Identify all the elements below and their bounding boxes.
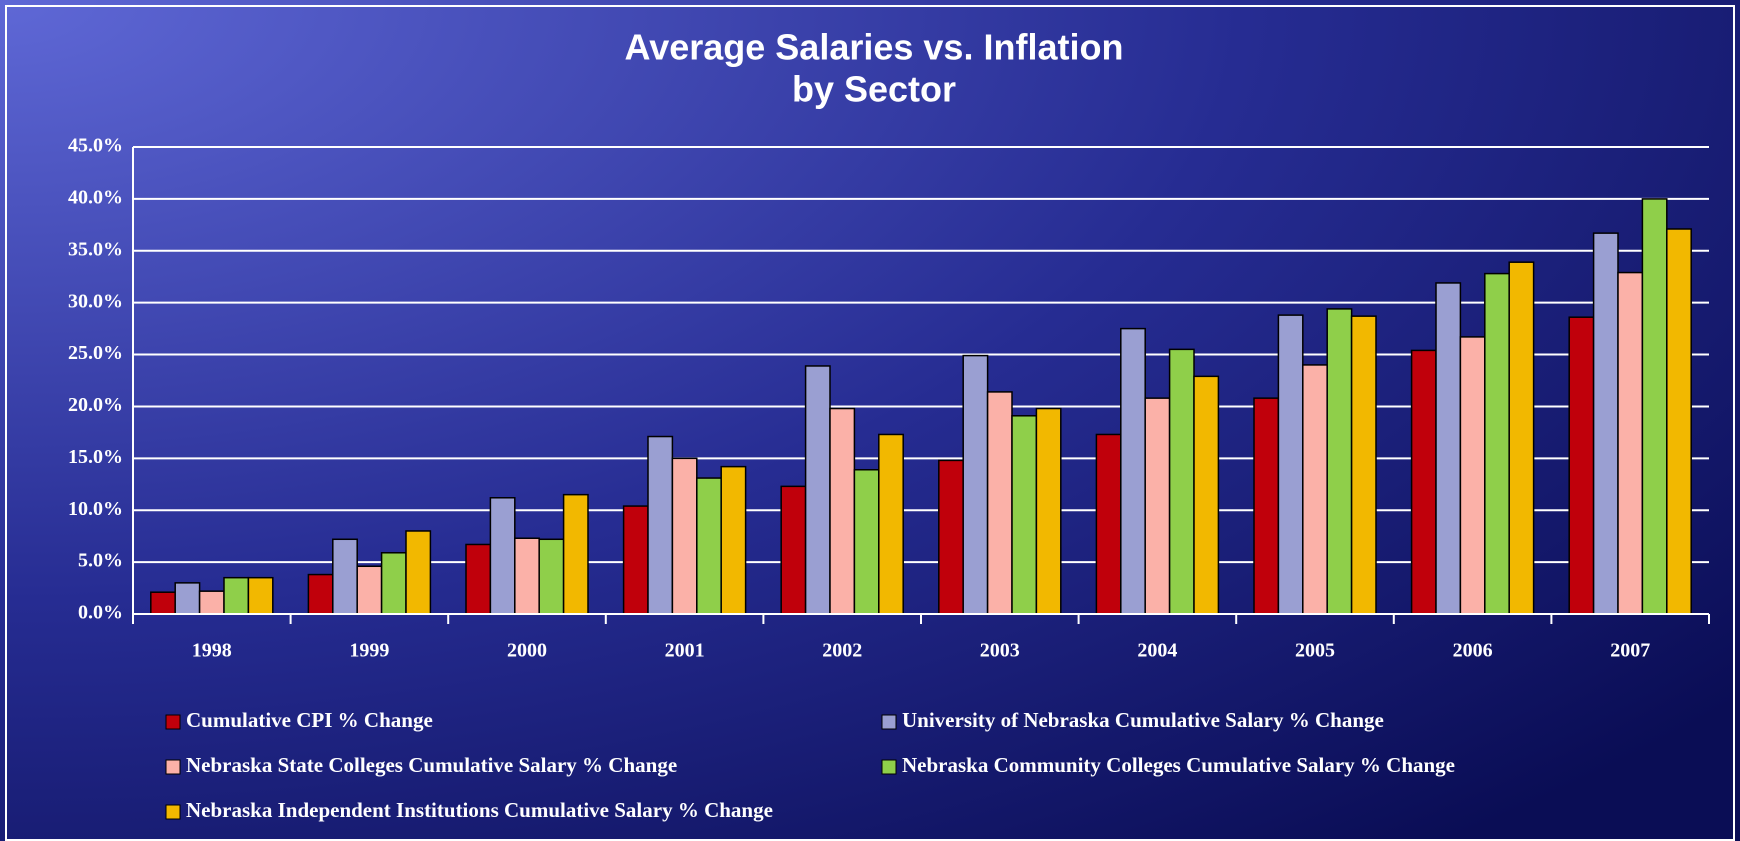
- bar: [938, 459, 964, 615]
- y-tick-label: 5.0%: [78, 550, 123, 572]
- bar: [962, 354, 989, 615]
- bar: [780, 485, 807, 615]
- bar: [1592, 232, 1619, 615]
- bar: [1568, 316, 1595, 615]
- bar: [1193, 375, 1220, 615]
- y-tick-label: 40.0%: [68, 186, 123, 208]
- bar: [538, 538, 565, 615]
- bar: [1508, 261, 1535, 615]
- legend-swatch: [165, 804, 181, 820]
- bar: [1144, 397, 1171, 615]
- bar: [405, 530, 432, 615]
- y-tick-label: 45.0%: [68, 135, 123, 157]
- legend-swatch: [165, 714, 181, 730]
- bar: [150, 591, 176, 615]
- x-tick-label: 2000: [507, 640, 547, 662]
- bar: [1641, 198, 1668, 615]
- bar: [1666, 228, 1692, 615]
- bar: [1120, 327, 1146, 615]
- bar: [198, 590, 225, 615]
- y-tick-label: 20.0%: [68, 394, 123, 416]
- legend-label: Cumulative CPI % Change: [186, 708, 433, 732]
- chart-subtitle: by Sector: [792, 69, 956, 110]
- x-tick-label: 2006: [1453, 640, 1493, 662]
- x-tick-label: 2005: [1295, 640, 1335, 662]
- bar: [647, 435, 674, 615]
- x-tick-label: 2007: [1610, 640, 1650, 662]
- bar: [804, 365, 831, 615]
- x-tick-label: 1998: [192, 640, 232, 662]
- bar: [671, 457, 698, 615]
- bar: [174, 582, 201, 615]
- bar: [562, 493, 589, 615]
- bar: [829, 407, 856, 615]
- bar: [1302, 364, 1328, 615]
- x-tick-label: 2002: [822, 640, 862, 662]
- bar: [1035, 407, 1062, 615]
- x-tick-label: 2003: [980, 640, 1020, 662]
- bar: [1459, 336, 1486, 615]
- bar: [307, 573, 334, 615]
- bar: [986, 391, 1013, 615]
- chart-title: Average Salaries vs. Inflation: [625, 27, 1124, 68]
- bar: [1253, 397, 1280, 615]
- legend-label: Nebraska Community Colleges Cumulative S…: [902, 753, 1455, 777]
- legend-label: Nebraska Independent Institutions Cumula…: [186, 798, 773, 822]
- bar: [878, 433, 904, 615]
- bar: [514, 537, 540, 615]
- legend-swatch: [881, 759, 897, 775]
- bar: [1410, 349, 1437, 615]
- y-tick-label: 30.0%: [68, 290, 123, 312]
- x-tick-label: 2004: [1137, 640, 1177, 662]
- bar: [465, 543, 492, 615]
- legend-label: Nebraska State Colleges Cumulative Salar…: [186, 753, 677, 777]
- frame: [5, 5, 1735, 841]
- bar: [720, 465, 747, 615]
- bar: [622, 505, 649, 615]
- y-tick-label: 0.0%: [78, 602, 123, 624]
- bar: [332, 538, 358, 615]
- bar: [489, 497, 516, 615]
- y-tick-label: 15.0%: [68, 446, 123, 468]
- bar: [696, 477, 722, 615]
- bar: [356, 565, 383, 615]
- bar: [1168, 348, 1195, 615]
- legend-swatch: [881, 714, 897, 730]
- bar: [1277, 314, 1304, 615]
- legend-label: University of Nebraska Cumulative Salary…: [902, 708, 1384, 732]
- bar: [1617, 271, 1644, 615]
- y-tick-label: 10.0%: [68, 498, 123, 520]
- y-tick-label: 25.0%: [68, 342, 123, 364]
- y-tick-label: 35.0%: [68, 238, 123, 260]
- bar: [380, 552, 407, 615]
- bar: [1484, 272, 1510, 615]
- bar: [223, 576, 250, 615]
- bar: [1435, 282, 1462, 615]
- bar: [1095, 433, 1122, 615]
- bar: [247, 576, 274, 615]
- x-tick-label: 1999: [349, 640, 389, 662]
- bar: [1350, 315, 1377, 615]
- bar: [853, 468, 880, 615]
- bar: [1011, 415, 1038, 615]
- legend-swatch: [165, 759, 181, 775]
- x-tick-label: 2001: [665, 640, 705, 662]
- bar: [1326, 308, 1353, 615]
